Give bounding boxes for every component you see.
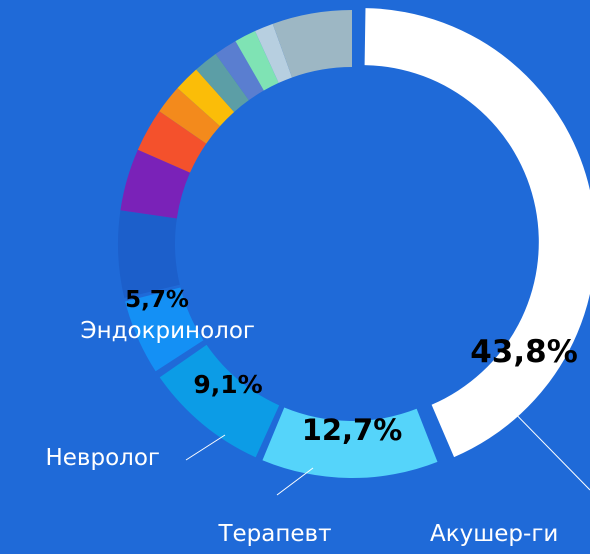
donut-segment [177, 69, 235, 127]
donut-segment [272, 10, 352, 78]
category-label: Невролог [45, 445, 160, 471]
donut-segment [159, 344, 280, 458]
value-label: 5,7% [125, 287, 189, 313]
donut-segment [118, 210, 180, 298]
category-label: Акушер-ги [430, 521, 558, 547]
leader-line [499, 397, 590, 491]
value-label: 12,7% [302, 413, 403, 447]
donut-segment [235, 31, 279, 91]
donut-segment [262, 407, 438, 479]
donut-segment [215, 41, 264, 101]
donut-segment [120, 149, 191, 219]
donut-segment [159, 88, 220, 144]
donut-segment [196, 53, 249, 112]
value-label: 9,1% [193, 370, 262, 399]
leader-line [185, 434, 226, 461]
category-label: Эндокринолог [81, 318, 255, 344]
donut-segment [364, 8, 590, 458]
category-label: Терапевт [217, 521, 331, 547]
leader-line [276, 467, 314, 496]
donut-segment [125, 287, 204, 372]
value-label: 43,8% [470, 334, 578, 370]
donut-segment [137, 111, 207, 173]
donut-segment [255, 23, 293, 83]
